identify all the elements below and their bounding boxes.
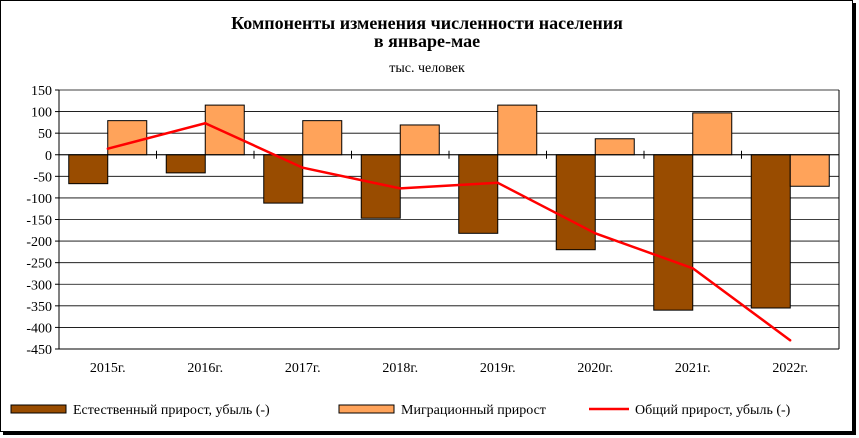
y-tick-label: 0	[45, 149, 52, 164]
migration-growth-bar	[789, 154, 830, 187]
x-tick-label: 2020г.	[577, 361, 613, 376]
total-growth-point	[301, 166, 304, 169]
x-tick-label: 2022г.	[772, 361, 808, 376]
legend-total-growth-label: Общий прирост, убыль (-)	[635, 403, 791, 418]
total-growth-point	[399, 187, 402, 190]
total-growth-point	[106, 147, 109, 150]
migration-growth-bar	[692, 112, 733, 156]
migration-growth-bar	[594, 138, 635, 156]
natural-growth-bar	[750, 154, 791, 309]
legend-migration-growth-swatch	[338, 404, 395, 414]
legend-natural-growth-swatch	[10, 404, 67, 414]
total-growth-point	[789, 339, 792, 342]
x-tick-label: 2019г.	[480, 361, 516, 376]
migration-growth-bar	[302, 120, 343, 156]
total-growth-point	[496, 181, 499, 185]
chart-svg: Компоненты изменения численности населен…	[10, 13, 840, 418]
legend-natural-growth-label: Естественный прирост, убыль (-)	[73, 403, 270, 418]
chart-subtitle: тыс. человек	[389, 61, 465, 76]
chart-title-line-1: Компоненты изменения численности населен…	[231, 13, 623, 33]
chart-frame: Компоненты изменения численности населен…	[0, 0, 853, 432]
total-growth-point	[204, 122, 207, 125]
y-tick-label: -400	[26, 321, 52, 336]
y-tick-label: -100	[26, 192, 52, 207]
natural-growth-bar	[653, 154, 694, 311]
legend-migration-growth-label: Миграционный прирост	[401, 403, 546, 418]
natural-growth-bar	[458, 154, 499, 234]
y-tick-label: -450	[26, 343, 52, 358]
x-tick-label: 2018г.	[382, 361, 418, 376]
y-tick-label: 50	[38, 127, 52, 142]
y-tick-label: 100	[31, 106, 52, 121]
total-growth-line	[107, 121, 791, 342]
total-growth-point	[594, 232, 597, 235]
chart-title-line-2: в январе-мае	[374, 31, 480, 51]
y-tick-label: -350	[26, 300, 52, 315]
plot-area: 150 100 50 0 -50 -100 -150 -200 -250 -300 -350 -400…	[26, 84, 840, 376]
natural-growth-bar	[555, 154, 596, 251]
migration-growth-bar	[204, 104, 245, 156]
x-tick-label: 2015г.	[90, 361, 126, 376]
y-tick-label: -200	[26, 235, 52, 250]
x-tick-label: 2021г.	[675, 361, 711, 376]
natural-growth-bar	[165, 154, 206, 174]
legend: Естественный прирост, убыль (-) Миграцион…	[10, 403, 791, 418]
migration-growth-bar	[107, 120, 148, 156]
y-tick-label: -250	[26, 257, 52, 272]
total-growth-point	[691, 267, 694, 270]
natural-growth-bar	[263, 154, 304, 204]
y-tick-label: -50	[33, 170, 52, 185]
y-tick-label: 150	[31, 84, 52, 99]
x-tick-label: 2016г.	[187, 361, 223, 376]
migration-growth-bar	[399, 124, 440, 156]
migration-growth-bar	[497, 104, 538, 156]
natural-growth-bar	[68, 154, 109, 185]
x-tick-label: 2017г.	[285, 361, 321, 376]
y-tick-label: -150	[26, 214, 52, 229]
y-tick-label: -300	[26, 278, 52, 293]
